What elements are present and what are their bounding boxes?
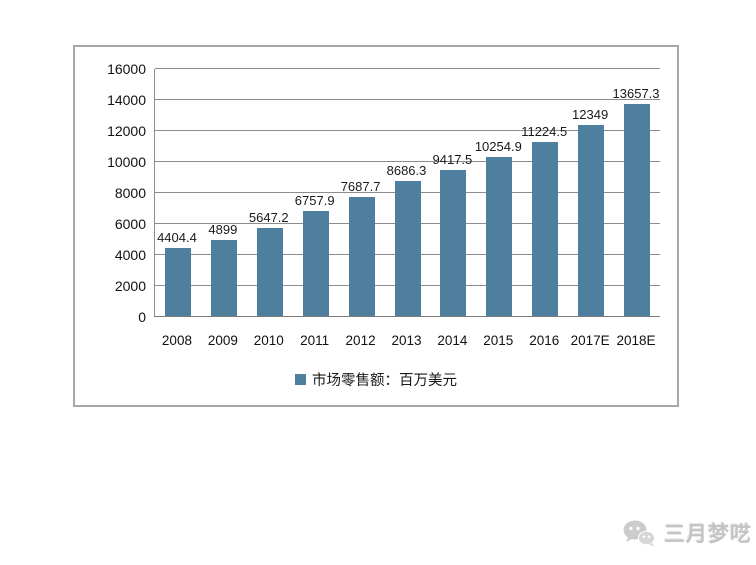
y-tick-label: 2000 [114,278,146,294]
x-tick-label: 2015 [483,333,514,348]
gridline [155,130,660,131]
bar [578,124,605,316]
bar [394,181,421,316]
data-label: 11224.5 [521,124,568,140]
bar-chart: 0 2000 4000 6000 8000 10000 12000 14000 16000 44… [73,45,679,407]
data-label: 4899 [208,222,238,238]
data-label: 4404.4 [157,229,197,245]
x-tick-label: 2008 [161,333,192,348]
y-tick-label: 10000 [107,154,146,170]
plot-area [154,68,660,317]
data-label: 13657.3 [612,86,660,102]
gridline [155,161,660,162]
x-axis-line [155,316,660,317]
y-tick-label: 14000 [107,92,146,108]
x-tick-label: 2009 [207,333,238,348]
bar [348,196,375,316]
x-tick-label: 2011 [300,333,330,348]
y-tick-label: 0 [138,309,146,325]
data-label: 8686.3 [386,163,427,179]
y-tick-label: 4000 [114,247,146,263]
gridline [155,99,660,100]
data-label: 12349 [572,106,609,122]
watermark-text: 三月梦呓 [664,523,752,546]
x-tick-label: 2010 [253,333,284,348]
bar [486,157,513,316]
bar [624,104,651,316]
bar [302,211,329,316]
x-tick-label: 2014 [437,333,468,348]
data-label: 5647.2 [248,210,289,226]
legend-swatch [295,374,306,385]
bar [210,240,237,316]
y-tick-label: 12000 [107,123,146,139]
data-label: 9417.5 [432,152,473,168]
y-tick-label: 6000 [114,216,146,232]
data-label: 6757.9 [294,193,335,209]
legend: 市场零售额：百万美元 [75,369,677,390]
y-tick-label: 16000 [107,61,146,77]
x-tick-label: 2018E [616,333,656,348]
gridline [155,68,660,69]
wechat-icon [622,519,656,547]
x-tick-label: 2016 [529,333,560,348]
legend-label: 市场零售额：百万美元 [312,373,457,389]
bar [440,170,467,316]
data-label: 10254.9 [474,139,522,155]
data-label: 7687.7 [340,178,381,194]
x-tick-label: 2012 [345,333,376,348]
watermark: 三月梦呓 [622,518,752,548]
x-tick-label: 2013 [391,333,422,348]
bar [532,142,559,316]
bar [164,247,191,316]
y-tick-label: 8000 [114,185,146,201]
bar [256,228,283,316]
x-tick-label: 2017E [570,333,610,348]
